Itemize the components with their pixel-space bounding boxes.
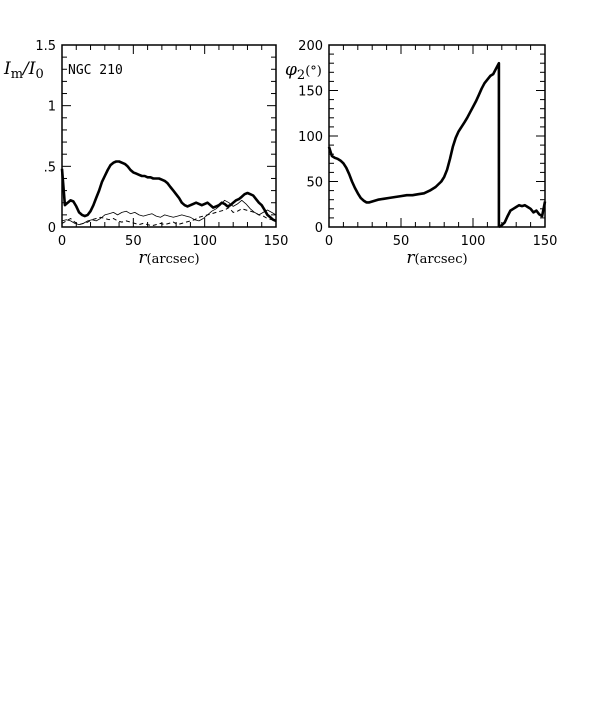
y-tick-label: .5 <box>44 160 56 175</box>
y-tick-label: 200 <box>298 39 323 54</box>
galaxy-annotation: NGC 210 <box>68 63 123 78</box>
right-x-axis-label: r(arcsec) <box>406 248 467 268</box>
left-tick-labels: 0 50 100 150 0 .5 1 1.5 <box>35 39 288 249</box>
x-tick-label: 150 <box>264 234 289 249</box>
figure: 0 50 100 150 0 .5 1 1.5 NGC 210 Im/I0 r(arcsec)… <box>3 39 557 268</box>
series-line-2 <box>61 199 277 226</box>
x-tick-label: 150 <box>533 234 558 249</box>
left-panel: 0 50 100 150 0 .5 1 1.5 NGC 210 Im/I0 r(arcsec) <box>3 39 288 268</box>
series-line-2 <box>498 201 547 229</box>
series-line-1 <box>60 160 277 223</box>
y-tick-label: 0 <box>315 221 323 236</box>
left-plot-frame <box>61 44 277 228</box>
x-tick-label: 0 <box>58 234 66 249</box>
y-tick-label: 150 <box>298 85 323 100</box>
y-tick-label: 100 <box>298 130 323 145</box>
left-y-axis-label: Im/I0 <box>3 59 44 82</box>
y-tick-label: 50 <box>306 176 323 191</box>
x-tick-label: 100 <box>461 234 486 249</box>
series-line-3 <box>61 207 277 227</box>
x-tick-label: 50 <box>393 234 410 249</box>
right-tick-labels: 0 50 100 150 0 50 100 150 200 <box>298 39 557 249</box>
x-tick-label: 100 <box>192 234 217 249</box>
y-tick-label: 1.5 <box>35 39 56 54</box>
left-series-group <box>60 160 277 227</box>
series-line-1 <box>327 61 501 227</box>
x-tick-label: 50 <box>125 234 142 249</box>
y-tick-label: 1 <box>48 100 56 115</box>
right-panel: 0 50 100 150 0 50 100 150 200 φ2(°) r(arcsec) <box>285 39 557 268</box>
right-ticks <box>328 44 546 228</box>
right-series-group <box>327 61 547 229</box>
y-tick-label: 0 <box>48 221 56 236</box>
left-x-axis-label: r(arcsec) <box>138 248 199 268</box>
right-y-axis-label: φ2(°) <box>285 60 322 83</box>
x-tick-label: 0 <box>325 234 333 249</box>
